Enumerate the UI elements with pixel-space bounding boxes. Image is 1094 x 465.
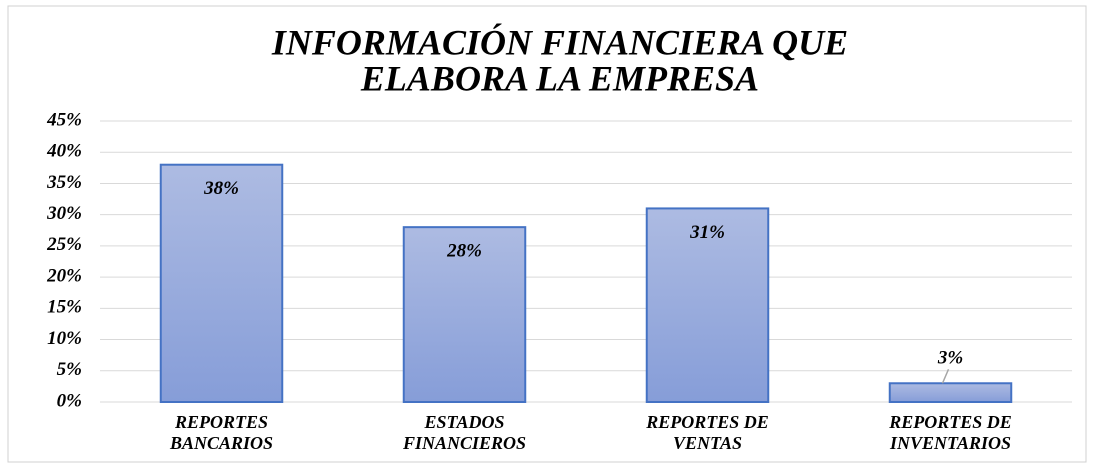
bar bbox=[159, 163, 284, 403]
y-tick-label: 35% bbox=[46, 172, 82, 193]
data-label: 38% bbox=[203, 178, 239, 199]
y-tick-label: 30% bbox=[46, 203, 82, 224]
y-tick-label: 20% bbox=[46, 265, 82, 286]
y-tick-label: 45% bbox=[46, 109, 82, 130]
x-tick-label: INVENTARIOS bbox=[889, 433, 1011, 453]
x-tick-label: BANCARIOS bbox=[169, 433, 273, 453]
y-tick-label: 15% bbox=[47, 297, 82, 318]
x-tick-label: REPORTES bbox=[174, 412, 268, 432]
data-label: 31% bbox=[689, 222, 725, 243]
y-tick-label: 25% bbox=[46, 234, 82, 255]
label-leader bbox=[941, 368, 950, 384]
chart-frame bbox=[7, 5, 1087, 463]
x-tick-label: FINANCIEROS bbox=[402, 433, 526, 453]
x-tick-label: REPORTES DE bbox=[888, 412, 1012, 432]
chart-title: ELABORA LA EMPRESA bbox=[360, 58, 759, 98]
y-tick-label: 5% bbox=[57, 359, 82, 380]
bar bbox=[888, 382, 1013, 403]
bar bbox=[402, 226, 527, 403]
x-tick-label: REPORTES DE bbox=[645, 412, 769, 432]
x-tick-label: VENTAS bbox=[673, 433, 742, 453]
y-tick-label: 40% bbox=[46, 141, 82, 162]
y-tick-label: 10% bbox=[47, 328, 82, 349]
y-tick-label: 0% bbox=[57, 390, 82, 411]
bar bbox=[645, 207, 770, 403]
chart-title: INFORMACIÓN FINANCIERA QUE bbox=[271, 22, 848, 62]
x-tick-label: ESTADOS bbox=[423, 412, 504, 432]
data-label: 3% bbox=[937, 348, 963, 369]
data-label: 28% bbox=[446, 241, 482, 262]
